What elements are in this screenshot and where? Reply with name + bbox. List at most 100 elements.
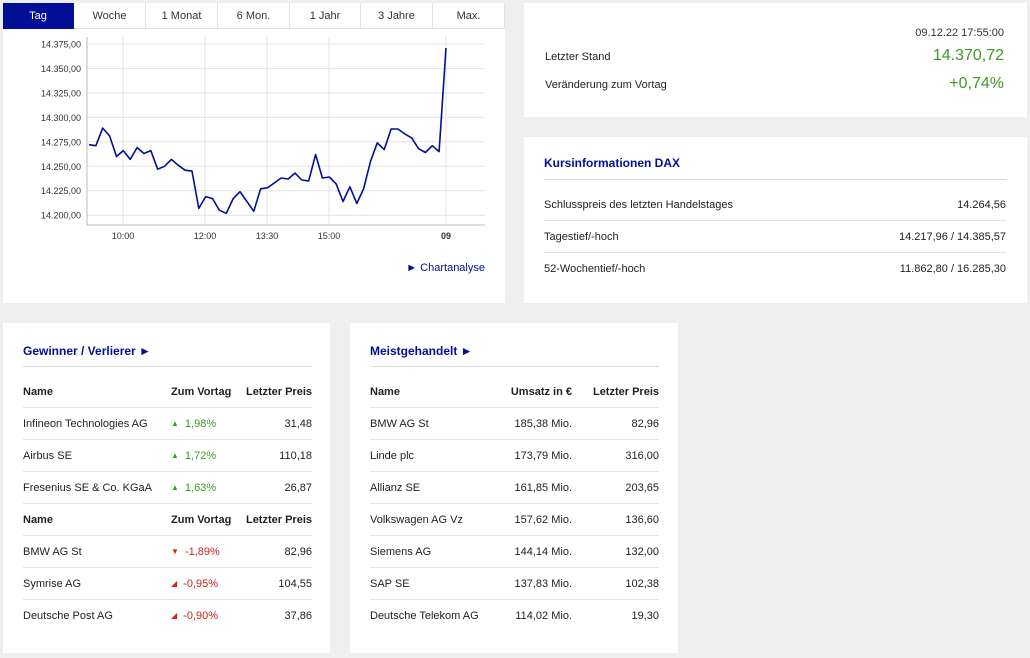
change-value: -0,95%	[183, 578, 219, 590]
last-price-label: Letzter Stand	[545, 51, 611, 63]
stock-name[interactable]: BMW AG St	[23, 546, 82, 558]
tab-1-month[interactable]: 1 Monat	[146, 3, 218, 29]
chart-analysis-link[interactable]: ► Chartanalyse	[406, 262, 485, 274]
tab-day[interactable]: Tag	[3, 3, 74, 29]
stock-volume: 173,79 Mio.	[514, 450, 572, 462]
divider	[544, 179, 1006, 180]
stock-price: 316,00	[625, 450, 659, 462]
x-tick-label: 10:00	[112, 231, 135, 241]
table-row[interactable]: Airbus SE ▲ 1,72% 110,18	[23, 440, 312, 472]
divider	[23, 366, 312, 367]
x-tick-label: 09	[441, 231, 451, 241]
y-tick-label: 14.300,00	[41, 113, 81, 123]
stock-volume: 185,38 Mio.	[514, 418, 572, 430]
stock-volume: 157,62 Mio.	[514, 514, 572, 526]
change-label: Veränderung zum Vortag	[545, 79, 667, 91]
table-row[interactable]: Fresenius SE & Co. KGaA ▲ 1,63% 26,87	[23, 472, 312, 504]
tab-3-years[interactable]: 3 Jahre	[361, 3, 433, 29]
change-value: +0,74%	[949, 75, 1004, 92]
y-tick-label: 14.275,00	[41, 137, 81, 147]
stock-volume: 114,02 Mio.	[515, 610, 572, 622]
stock-price: 31,48	[284, 418, 312, 430]
stock-price: 132,00	[625, 546, 659, 558]
table-row[interactable]: Symrise AG ◢ -0,95% 104,55	[23, 568, 312, 600]
table-row[interactable]: SAP SE 137,83 Mio. 102,38	[370, 568, 659, 600]
price-chart[interactable]: 14.200,00 14.225,00 14.250,00 14.275,00 14.3…	[3, 29, 505, 259]
col-change: Zum Vortag	[171, 386, 232, 398]
info-row-label: Tagestief/-hoch	[544, 231, 619, 243]
table-row[interactable]: Volkswagen AG Vz 157,62 Mio. 136,60	[370, 504, 659, 536]
info-row-label: 52-Wochentief/-hoch	[544, 263, 646, 275]
stock-price: 102,38	[625, 578, 659, 590]
stock-name[interactable]: Siemens AG	[370, 546, 432, 558]
y-tick-label: 14.250,00	[41, 162, 81, 172]
info-row-label: Schlusspreis des letzten Handelstages	[544, 199, 733, 211]
triangle-down-icon: ▼	[171, 547, 179, 556]
x-tick-label: 13:30	[256, 231, 279, 241]
table-row[interactable]: Allianz SE 161,85 Mio. 203,65	[370, 472, 659, 504]
col-change: Zum Vortag	[171, 514, 232, 526]
stock-change: ▲ 1,63%	[171, 482, 216, 494]
triangle-up-icon: ▲	[171, 419, 179, 428]
stock-name[interactable]: BMW AG St	[370, 418, 429, 430]
stock-name[interactable]: Symrise AG	[23, 578, 82, 590]
table-row[interactable]: BMW AG St ▼ -1,89% 82,96	[23, 536, 312, 568]
most-traded-panel: Meistgehandelt ► Name Umsatz in € Letzte…	[350, 323, 678, 653]
stock-name[interactable]: Linde plc	[370, 450, 415, 462]
table-row[interactable]: BMW AG St 185,38 Mio. 82,96	[370, 408, 659, 440]
y-tick-label: 14.225,00	[41, 186, 81, 196]
col-name: Name	[370, 386, 400, 398]
tab-week[interactable]: Woche	[74, 3, 146, 29]
col-name: Name	[23, 514, 53, 526]
table-row[interactable]: Infineon Technologies AG ▲ 1,98% 31,48	[23, 408, 312, 440]
tab-1-year[interactable]: 1 Jahr	[290, 3, 361, 29]
stock-name[interactable]: Deutsche Post AG	[23, 610, 113, 622]
change-value: 1,72%	[184, 450, 217, 462]
stock-name[interactable]: Allianz SE	[370, 482, 421, 494]
timeframe-tabs: Tag Woche 1 Monat 6 Mon. 1 Jahr 3 Jahre …	[3, 3, 505, 29]
info-row: 52-Wochentief/-hoch 11.862,80 / 16.285,3…	[544, 253, 1006, 285]
stock-name[interactable]: Fresenius SE & Co. KGaA	[23, 482, 152, 494]
table-row[interactable]: Deutsche Post AG ◢ -0,90% 37,86	[23, 600, 312, 632]
table-header: Name Umsatz in € Letzter Preis	[370, 376, 659, 408]
table-header: Name Zum Vortag Letzter Preis	[23, 376, 312, 408]
stock-name[interactable]: SAP SE	[370, 578, 410, 590]
stock-price: 82,96	[631, 418, 659, 430]
col-name: Name	[23, 386, 53, 398]
stock-change: ◢ -0,90%	[171, 610, 218, 622]
stock-price: 37,86	[284, 610, 312, 622]
info-row-value: 14.217,96 / 14.385,57	[898, 231, 1006, 243]
stock-price: 136,60	[625, 514, 659, 526]
tab-6-months[interactable]: 6 Mon.	[218, 3, 290, 29]
change-value: 1,98%	[184, 418, 217, 430]
stock-name[interactable]: Volkswagen AG Vz	[370, 514, 463, 526]
change-row: Veränderung zum Vortag +0,74%	[545, 75, 1004, 97]
stock-name[interactable]: Airbus SE	[23, 450, 72, 462]
quote-timestamp: 09.12.22 17:55:00	[915, 27, 1004, 39]
table-header: Name Zum Vortag Letzter Preis	[23, 504, 312, 536]
chart-panel: Tag Woche 1 Monat 6 Mon. 1 Jahr 3 Jahre …	[3, 3, 505, 303]
y-tick-label: 14.350,00	[41, 64, 81, 74]
info-row-value: 14.264,56	[957, 199, 1006, 211]
table-row[interactable]: Siemens AG 144,14 Mio. 132,00	[370, 536, 659, 568]
divider	[370, 366, 659, 367]
stock-name[interactable]: Infineon Technologies AG	[23, 418, 148, 430]
col-price: Letzter Preis	[245, 386, 312, 398]
table-row[interactable]: Linde plc 173,79 Mio. 316,00	[370, 440, 659, 472]
tab-max[interactable]: Max.	[433, 3, 505, 29]
col-volume: Umsatz in €	[510, 386, 572, 398]
triangle-up-icon: ▲	[171, 483, 179, 492]
info-row: Tagestief/-hoch 14.217,96 / 14.385,57	[544, 221, 1006, 253]
most-traded-title[interactable]: Meistgehandelt ►	[370, 344, 473, 358]
stock-price: 203,65	[625, 482, 659, 494]
stock-price: 19,30	[631, 610, 659, 622]
last-price-value: 14.370,72	[932, 47, 1004, 64]
stock-name[interactable]: Deutsche Telekom AG	[370, 610, 479, 622]
stock-volume: 161,85 Mio.	[514, 482, 572, 494]
table-row[interactable]: Deutsche Telekom AG 114,02 Mio. 19,30	[370, 600, 659, 632]
stock-volume: 137,83 Mio.	[514, 578, 572, 590]
change-value: -1,89%	[184, 546, 220, 558]
stock-price: 26,87	[284, 482, 312, 494]
gainers-losers-title[interactable]: Gewinner / Verlierer ►	[23, 344, 151, 358]
stock-price: 110,18	[279, 450, 312, 462]
